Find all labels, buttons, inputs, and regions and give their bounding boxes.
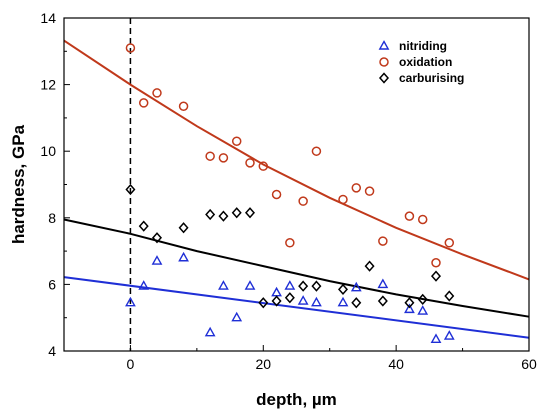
- data-point-carburising: [417, 293, 428, 306]
- data-point-carburising: [178, 222, 189, 234]
- x-tick-label: 20: [255, 356, 271, 372]
- y-tick-label: 14: [40, 10, 56, 26]
- data-point-carburising: [125, 183, 136, 196]
- legend-marker-oxidation: [379, 57, 389, 67]
- x-tick-label: 40: [388, 356, 404, 372]
- y-axis-title: hardness, GPa: [9, 124, 28, 244]
- data-point-oxidation: [205, 151, 215, 161]
- data-point-nitriding: [417, 305, 429, 315]
- data-point-oxidation: [285, 238, 295, 248]
- data-point-nitriding: [231, 311, 243, 322]
- data-point-carburising: [311, 280, 322, 292]
- data-point-carburising: [258, 297, 269, 309]
- data-point-oxidation: [444, 238, 455, 248]
- data-point-oxidation: [351, 183, 362, 193]
- x-tick-label: 0: [127, 356, 135, 372]
- legend: nitriding oxidation carburising: [378, 39, 464, 85]
- data-point-carburising: [231, 207, 242, 219]
- data-point-oxidation: [271, 189, 282, 200]
- data-point-carburising: [404, 297, 415, 309]
- data-point-oxidation: [378, 236, 388, 246]
- axes: 0 20 40 60 4 6 8 10 12 14: [40, 10, 537, 372]
- y-tick-label: 8: [48, 210, 56, 226]
- data-point-oxidation: [218, 153, 229, 163]
- legend-label-oxidation: oxidation: [399, 55, 452, 69]
- data-point-carburising: [244, 207, 256, 219]
- data-point-carburising: [430, 270, 442, 282]
- legend-marker-carburising: [378, 72, 390, 84]
- data-point-oxidation: [231, 136, 242, 146]
- data-point-carburising: [284, 292, 295, 304]
- data-point-carburising: [218, 210, 229, 222]
- data-point-oxidation: [417, 214, 428, 225]
- data-point-carburising: [337, 283, 349, 296]
- y-tick-label: 4: [48, 343, 56, 359]
- data-point-nitriding: [337, 296, 349, 307]
- data-point-carburising: [444, 290, 455, 302]
- data-point-carburising: [271, 295, 282, 307]
- data-point-nitriding: [178, 251, 189, 262]
- data-point-carburising: [364, 260, 375, 272]
- x-tick-label: 60: [521, 356, 537, 372]
- legend-label-carburising: carburising: [399, 71, 464, 85]
- data-point-nitriding: [404, 303, 415, 314]
- data-point-oxidation: [431, 258, 441, 268]
- data-point-nitriding: [204, 326, 216, 337]
- data-point-carburising: [205, 208, 216, 221]
- y-tick-label: 12: [40, 77, 56, 93]
- data-point-oxidation: [138, 98, 149, 108]
- data-point-carburising: [151, 232, 163, 244]
- data-point-nitriding: [271, 286, 282, 297]
- plot-frame: [63, 17, 530, 352]
- data-point-nitriding: [284, 280, 296, 290]
- data-point-oxidation: [338, 194, 348, 205]
- data-point-nitriding: [125, 296, 136, 307]
- data-point-nitriding: [350, 281, 362, 292]
- data-point-carburising: [351, 297, 362, 309]
- data-point-nitriding: [244, 280, 256, 290]
- fit-line-oxidation: [63, 39, 530, 281]
- data-point-oxidation: [404, 211, 415, 221]
- legend-label-nitriding: nitriding: [399, 39, 447, 53]
- data-point-oxidation: [152, 88, 162, 98]
- data-point-nitriding: [151, 255, 163, 265]
- data-point-oxidation: [364, 186, 375, 196]
- data-point-carburising: [298, 280, 309, 292]
- data-point-oxidation: [311, 146, 322, 156]
- data-point-nitriding: [430, 333, 442, 344]
- x-axis-title: depth, µm: [256, 390, 337, 409]
- data-point-oxidation: [178, 101, 189, 111]
- data-point-nitriding: [377, 278, 389, 289]
- data-point-oxidation: [125, 43, 136, 53]
- data-point-oxidation: [298, 196, 308, 206]
- data-point-oxidation: [245, 158, 255, 168]
- data-point-nitriding: [138, 280, 150, 290]
- data-point-nitriding: [443, 330, 455, 340]
- legend-marker-nitriding: [378, 40, 390, 50]
- data-point-carburising: [377, 295, 388, 307]
- data-point-nitriding: [311, 296, 322, 307]
- data-point-oxidation: [258, 161, 269, 171]
- fit-line-carburising: [63, 218, 530, 318]
- y-tick-label: 10: [40, 143, 56, 159]
- data-point-nitriding: [218, 280, 229, 290]
- data-point-nitriding: [297, 295, 309, 305]
- data-point-carburising: [138, 220, 149, 232]
- y-tick-label: 6: [48, 276, 56, 292]
- fit-line-nitriding: [63, 276, 530, 339]
- plot-area: [63, 18, 530, 351]
